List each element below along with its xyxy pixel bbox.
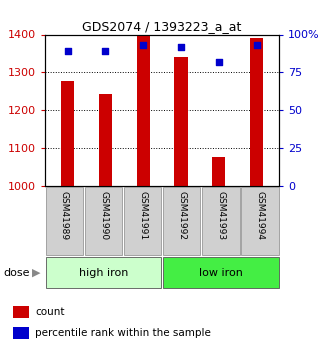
- Text: GSM41994: GSM41994: [255, 191, 264, 240]
- Bar: [46, 257, 161, 288]
- Point: [141, 42, 146, 48]
- Bar: [212, 157, 225, 186]
- Text: count: count: [35, 307, 65, 317]
- Text: GSM41992: GSM41992: [177, 191, 186, 240]
- Text: percentile rank within the sample: percentile rank within the sample: [35, 328, 211, 338]
- Bar: [85, 187, 122, 255]
- Title: GDS2074 / 1393223_a_at: GDS2074 / 1393223_a_at: [82, 20, 242, 33]
- Bar: [13, 306, 29, 318]
- Bar: [241, 187, 279, 255]
- Bar: [174, 57, 187, 186]
- Text: GSM41993: GSM41993: [216, 191, 225, 240]
- Text: high iron: high iron: [79, 268, 128, 277]
- Bar: [202, 187, 239, 255]
- Bar: [13, 327, 29, 339]
- Bar: [61, 81, 74, 186]
- Point: [254, 42, 259, 48]
- Text: dose: dose: [3, 268, 30, 277]
- Text: ▶: ▶: [32, 268, 40, 277]
- Point: [178, 44, 184, 49]
- Point: [103, 48, 108, 54]
- Point: [216, 59, 221, 65]
- Bar: [163, 257, 279, 288]
- Bar: [99, 94, 112, 186]
- Bar: [137, 36, 150, 186]
- Text: GSM41990: GSM41990: [99, 191, 108, 240]
- Text: GSM41991: GSM41991: [138, 191, 147, 240]
- Bar: [124, 187, 161, 255]
- Text: GSM41989: GSM41989: [60, 191, 69, 240]
- Point: [65, 48, 70, 54]
- Text: low iron: low iron: [199, 268, 243, 277]
- Bar: [250, 38, 263, 186]
- Bar: [163, 187, 200, 255]
- Bar: [46, 187, 83, 255]
